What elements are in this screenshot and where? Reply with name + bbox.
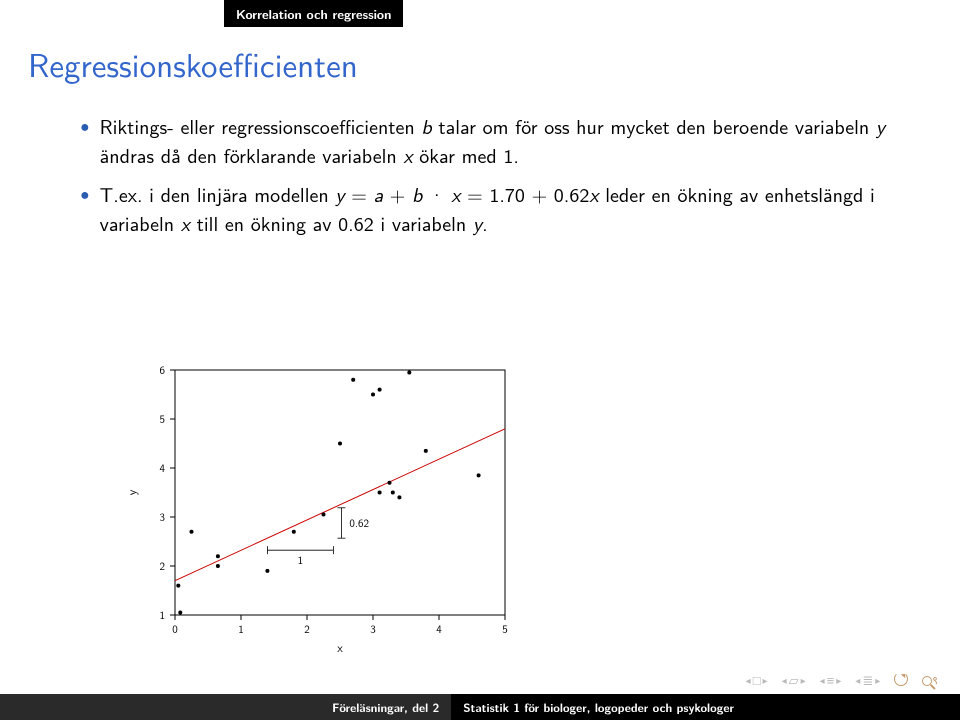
svg-text:x: x [337,638,343,656]
svg-text:5: 5 [502,621,508,637]
page-title: Regressionskoefficienten [28,40,358,88]
svg-text:4: 4 [436,621,442,637]
svg-text:5: 5 [160,411,166,427]
bullet-marker-icon: ● [80,180,90,238]
nav-icons: ◂□▸ ◂▱▸ ◂≡▸ ◂≣▸ ९ [746,671,938,690]
svg-text:0: 0 [172,621,178,637]
nav-refresh-icon[interactable] [894,672,908,690]
content-body: ● Riktings- eller regressionscoefficient… [80,112,920,248]
nav-first-icon[interactable]: ◂□▸ [746,671,768,690]
nav-search-icon[interactable]: ९ [922,672,938,690]
svg-text:1: 1 [298,552,304,568]
bullet-text: Riktings- eller regressionscoefficienten… [100,112,920,170]
regression-chart: 012345123456xy10.62 [120,360,520,660]
svg-text:0.62: 0.62 [349,515,369,531]
bullet-item: ● Riktings- eller regressionscoefficient… [80,112,920,170]
svg-text:1: 1 [238,621,244,637]
svg-text:4: 4 [160,460,166,476]
footer: Föreläsningar, del 2 Statistik 1 för bio… [0,694,960,720]
svg-text:3: 3 [160,509,166,525]
nav-fwd-icon[interactable]: ◂≣▸ [855,671,880,690]
svg-text:1: 1 [160,607,166,623]
svg-text:6: 6 [160,362,166,378]
nav-back-icon[interactable]: ◂≡▸ [820,671,842,690]
svg-text:2: 2 [304,621,310,637]
bullet-text: T.ex. i den linjära modellen y = a + b ·… [100,180,920,238]
svg-text:3: 3 [370,621,376,637]
section-tab: Korrelation och regression [224,0,403,27]
bullet-marker-icon: ● [80,112,90,170]
footer-left: Föreläsningar, del 2 [0,694,451,720]
footer-right: Statistik 1 för biologer, logopeder och … [451,694,960,720]
nav-prev-icon[interactable]: ◂▱▸ [782,671,806,690]
svg-text:y: y [122,489,140,495]
svg-text:2: 2 [160,558,166,574]
bullet-item: ● T.ex. i den linjära modellen y = a + b… [80,180,920,238]
